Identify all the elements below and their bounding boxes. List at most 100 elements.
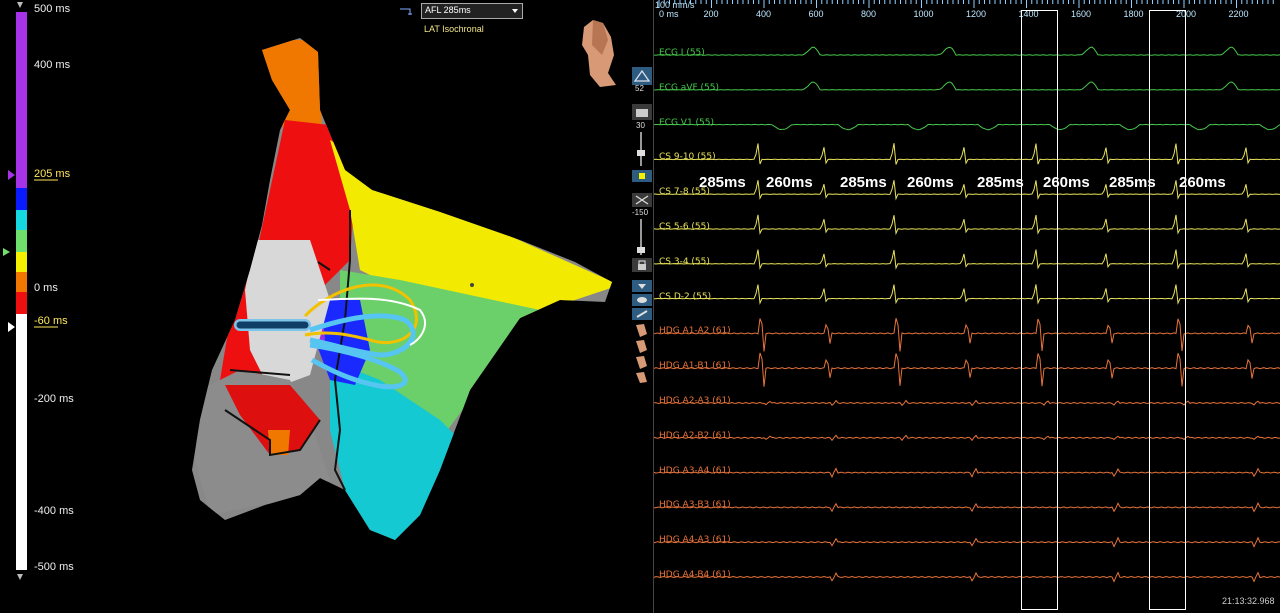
peak-tool-icon[interactable] bbox=[632, 67, 652, 85]
scale-band-yellow bbox=[16, 252, 27, 272]
atrium-surface bbox=[192, 38, 612, 540]
cycle-length-label: 285ms bbox=[840, 174, 887, 191]
trace-10[interactable] bbox=[654, 399, 1280, 407]
map-type-icon[interactable] bbox=[398, 6, 416, 18]
scale-label-underlines bbox=[34, 179, 58, 328]
trace-2[interactable] bbox=[654, 123, 1280, 131]
channel-label[interactable]: ECG aVF (55) bbox=[659, 82, 719, 93]
cycle-length-label: 260ms bbox=[907, 174, 954, 191]
activation-map-3d[interactable] bbox=[180, 30, 630, 555]
scale-band-green bbox=[16, 230, 27, 252]
caliper-box-2[interactable] bbox=[1149, 10, 1186, 610]
lock-icon[interactable] bbox=[632, 258, 652, 272]
channel-label[interactable]: HDG A1-B1 (61) bbox=[659, 361, 731, 372]
channel-label[interactable]: ECG I (55) bbox=[659, 48, 705, 58]
scale-band-red bbox=[16, 292, 27, 314]
channel-label[interactable]: CS 7-8 (55) bbox=[659, 187, 710, 198]
ruler-tick-label: 2200 bbox=[1228, 9, 1249, 19]
channel-label[interactable]: CS 9-10 (55) bbox=[659, 152, 716, 163]
scale-marker-green-icon[interactable] bbox=[3, 248, 10, 256]
trace-5[interactable] bbox=[654, 214, 1280, 236]
cycle-length-label: 285ms bbox=[1109, 174, 1156, 191]
map-select-value: AFL 285ms bbox=[425, 5, 471, 15]
scale-label-minus400: -400 ms bbox=[34, 505, 74, 517]
scale-label-minus60: -60 ms bbox=[34, 315, 68, 327]
ruler-tick-label: 1600 bbox=[1071, 9, 1092, 19]
channel-label[interactable]: HDG A4-A3 (61) bbox=[659, 535, 731, 546]
chevron-down-icon[interactable] bbox=[512, 9, 518, 13]
map-point bbox=[470, 283, 474, 287]
channel-label[interactable]: HDG A3-A4 (61) bbox=[659, 465, 731, 476]
trace-12[interactable] bbox=[654, 467, 1280, 479]
trace-8[interactable] bbox=[654, 318, 1280, 352]
channel-label[interactable]: HDG A2-B2 (61) bbox=[659, 430, 731, 441]
lat-color-scale bbox=[3, 2, 27, 580]
channel-label[interactable]: CS D-2 (55) bbox=[659, 291, 712, 302]
map-select-dropdown[interactable]: AFL 285ms bbox=[421, 3, 523, 19]
channel-label[interactable]: ECG V1 (55) bbox=[659, 117, 715, 128]
trace-11[interactable] bbox=[654, 434, 1280, 442]
scale-top-arrow-icon[interactable] bbox=[17, 2, 23, 8]
scale-band-blue bbox=[16, 188, 27, 210]
dropdown-arrow-icon[interactable] bbox=[632, 280, 652, 292]
toolbar-zoom-value: 30 bbox=[636, 121, 645, 130]
ruler-tick-label: 800 bbox=[861, 9, 877, 19]
ruler-tick-label: 1000 bbox=[913, 9, 934, 19]
trace-1[interactable] bbox=[654, 81, 1280, 91]
ruler-tick-label: 400 bbox=[756, 9, 772, 19]
view-orientation-icons[interactable] bbox=[632, 322, 650, 384]
cycle-length-label: 260ms bbox=[1179, 174, 1226, 191]
map-mode-label: LAT Isochronal bbox=[424, 24, 484, 34]
scale-label-400: 400 ms bbox=[34, 59, 71, 71]
electrogram-panel[interactable]: 100 mm/s 0 ms 200 400 600 800 1000 1200 1400 160… bbox=[653, 0, 1280, 613]
zoom-slider[interactable] bbox=[637, 132, 645, 166]
ruler-tick-label: 0 ms bbox=[659, 9, 679, 19]
trace-4[interactable] bbox=[654, 180, 1280, 201]
trace-13[interactable] bbox=[654, 501, 1280, 513]
channel-label[interactable]: HDG A4-B4 (61) bbox=[659, 570, 731, 580]
channel-label[interactable]: HDG A2-A3 (61) bbox=[659, 396, 731, 406]
ruler-tick-label: 1800 bbox=[1123, 9, 1144, 19]
channel-label[interactable]: HDG A3-B3 (61) bbox=[659, 500, 731, 511]
ruler-tick-label: 1200 bbox=[966, 9, 987, 19]
trace-6[interactable] bbox=[654, 249, 1280, 271]
time-ruler[interactable] bbox=[654, 0, 1280, 24]
scale-bottom-arrow-icon[interactable] bbox=[17, 574, 23, 580]
ruler-tick-label: 200 bbox=[703, 9, 719, 19]
trace-14[interactable] bbox=[654, 536, 1280, 548]
trace-9[interactable] bbox=[654, 352, 1280, 387]
scale-label-minus200: -200 ms bbox=[34, 393, 74, 405]
scale-label-0: 0 ms bbox=[34, 282, 58, 294]
scissors-icon[interactable] bbox=[632, 193, 652, 207]
timestamp: 21:13:32.968 bbox=[1222, 596, 1275, 606]
scale-label-500: 500 ms bbox=[34, 3, 71, 15]
scale-label-205: 205 ms bbox=[34, 168, 71, 180]
cycle-length-label: 260ms bbox=[766, 174, 813, 191]
offset-slider[interactable] bbox=[637, 219, 645, 255]
catheter-hd-grid[interactable] bbox=[234, 283, 426, 390]
caliper-box-1[interactable] bbox=[1021, 10, 1058, 610]
orientation-model-icon[interactable] bbox=[578, 15, 620, 90]
scale-marker-205-icon[interactable] bbox=[8, 170, 15, 180]
channel-label[interactable]: HDG A1-A2 (61) bbox=[659, 326, 731, 337]
channel-label[interactable]: CS 3-4 (55) bbox=[659, 256, 710, 267]
cycle-length-label: 285ms bbox=[977, 174, 1024, 191]
trace-3[interactable] bbox=[654, 143, 1280, 165]
signal-traces[interactable] bbox=[654, 0, 1280, 613]
scale-band-white bbox=[16, 314, 27, 570]
cycle-length-label: 260ms bbox=[1043, 174, 1090, 191]
eye-icon[interactable] bbox=[632, 294, 652, 306]
scale-marker-minus60-icon[interactable] bbox=[8, 322, 15, 332]
ruler-tick-label: 600 bbox=[808, 9, 824, 19]
scale-band-orange bbox=[16, 272, 27, 292]
catheter-tool-icon[interactable] bbox=[632, 308, 652, 320]
toolbar-offset-value: -150 bbox=[632, 208, 649, 217]
trace-7[interactable] bbox=[654, 284, 1280, 305]
camera-icon[interactable] bbox=[632, 104, 652, 120]
scale-band-cyan bbox=[16, 210, 27, 230]
channel-label[interactable]: CS 5-6 (55) bbox=[659, 222, 710, 232]
baseline-tool-icon[interactable] bbox=[632, 170, 652, 182]
trace-15[interactable] bbox=[654, 571, 1280, 583]
ruler-tick-label: 2000 bbox=[1176, 9, 1197, 19]
trace-0[interactable] bbox=[654, 46, 1280, 56]
